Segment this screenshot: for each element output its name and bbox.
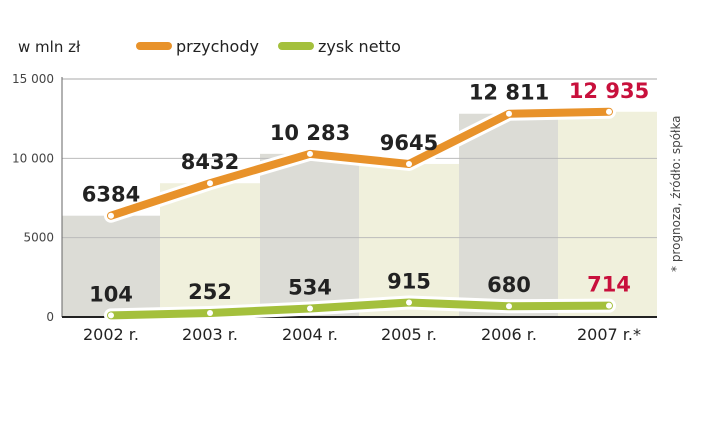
data-label: 252 [188, 280, 232, 304]
data-point [108, 312, 114, 319]
legend-label-przychody: przychody [176, 37, 259, 56]
data-point [506, 110, 512, 117]
data-label: 12 935 [569, 79, 649, 103]
column-background [558, 111, 657, 317]
legend-label-zysk-netto: zysk netto [318, 37, 401, 56]
data-label: 6384 [82, 183, 140, 207]
data-label: 680 [487, 273, 531, 297]
data-label: 9645 [380, 131, 438, 155]
y-tick-label: 0 [46, 310, 54, 324]
data-label: 915 [387, 269, 431, 293]
x-tick-label: 2006 r. [481, 325, 537, 344]
x-tick-label: 2002 r. [83, 325, 139, 344]
data-label: 10 283 [270, 121, 350, 145]
y-tick-label: 5000 [23, 231, 54, 245]
data-point [207, 180, 213, 187]
x-tick-label: 2003 r. [182, 325, 238, 344]
data-point [307, 150, 313, 157]
data-label: 534 [288, 276, 332, 300]
x-tick-label: 2007 r.* [577, 325, 641, 344]
column-background [260, 153, 359, 317]
footnote: * prognoza, źródło: spółka [669, 115, 683, 272]
data-point [406, 299, 412, 306]
column-background [160, 183, 260, 317]
unit-label: w mln zł [18, 38, 81, 56]
data-label: 714 [587, 273, 631, 297]
series-line-przychody [107, 107, 613, 220]
data-point [108, 212, 114, 219]
x-tick-label: 2005 r. [381, 325, 437, 344]
data-label: 12 811 [469, 81, 549, 105]
x-tick-label: 2004 r. [282, 325, 338, 344]
data-label: 8432 [181, 150, 239, 174]
data-point [606, 302, 612, 309]
data-point [307, 305, 313, 312]
data-point [606, 108, 612, 115]
column-background [62, 215, 160, 317]
y-tick-label: 15 000 [12, 72, 54, 86]
data-point [207, 310, 213, 317]
data-label: 104 [89, 282, 133, 306]
series-line-zysk-netto [107, 298, 613, 320]
data-point [506, 303, 512, 310]
y-tick-label: 10 000 [12, 151, 54, 165]
column-background [459, 113, 558, 317]
column-background [359, 163, 459, 317]
data-point [406, 160, 412, 167]
